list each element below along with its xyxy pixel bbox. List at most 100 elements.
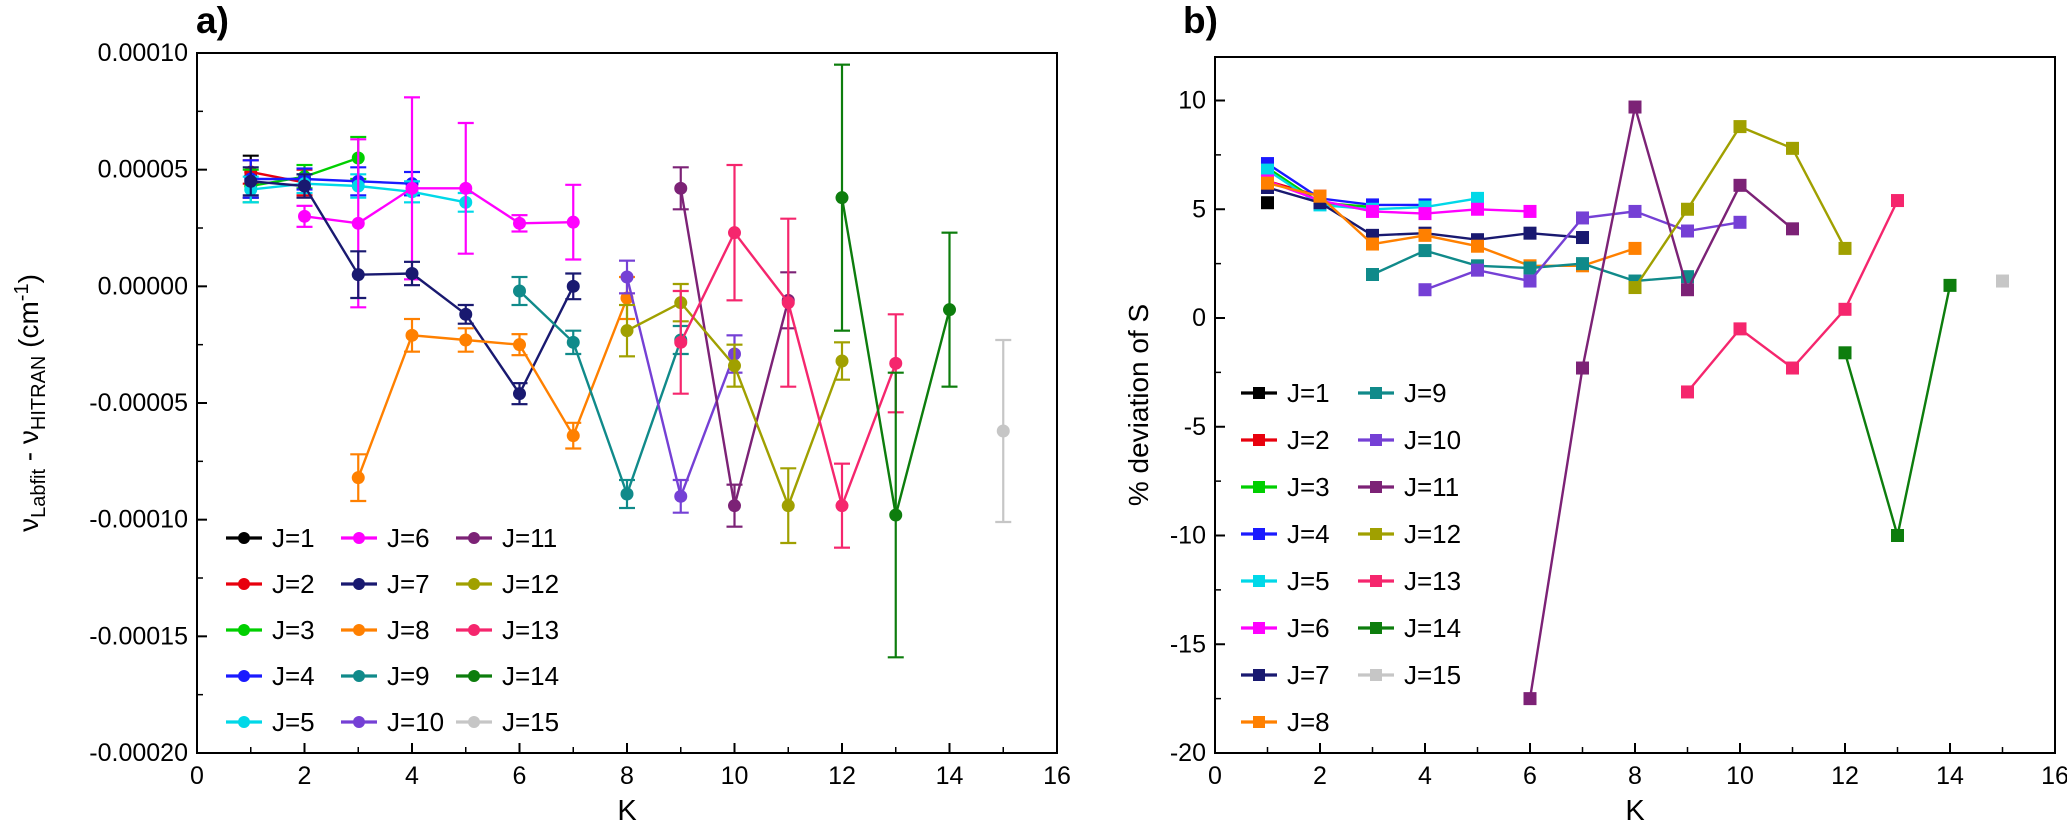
legend-label: J=4: [1287, 519, 1330, 549]
legend-panel-b: J=1 J=2 J=3 J=4 J=5 J=6 J=7 J=8 J=9 J=10 J=11 J=12 J…: [1241, 378, 1461, 737]
legend-swatch-marker: [468, 578, 480, 590]
legend-swatch-marker: [238, 578, 250, 590]
data-point: [674, 335, 688, 349]
data-point: [1838, 346, 1852, 360]
data-point: [1576, 231, 1589, 245]
legend-swatch-marker: [1370, 528, 1382, 540]
data-point: [620, 270, 634, 284]
data-point: [1891, 529, 1904, 542]
y-tick-label: 5: [1192, 195, 1206, 223]
data-point: [1523, 261, 1537, 275]
data-point: [244, 174, 258, 188]
legend-swatch-marker: [1253, 575, 1265, 587]
data-point: [1261, 163, 1274, 177]
y-axis: 10 5 0 -5 -10 -15 -20 % deviation of S: [1123, 87, 1225, 767]
data-point: [835, 499, 849, 513]
legend-label: J=9: [387, 661, 430, 691]
legend-label: J=7: [387, 569, 430, 599]
data-point: [889, 508, 903, 522]
legend-label: J=6: [1287, 613, 1330, 643]
legend-swatch-marker: [1253, 387, 1265, 399]
legend-swatch-marker: [1370, 575, 1382, 587]
legend-swatch-marker: [1253, 528, 1265, 540]
data-point: [1838, 241, 1852, 255]
data-point: [620, 324, 634, 338]
y-tick-label: -0.00005: [89, 389, 188, 417]
y-tick-label: 10: [1178, 87, 1206, 115]
series-J11-panel-b: [1523, 100, 1799, 706]
x-tick-label: 10: [1726, 762, 1754, 790]
data-point: [1366, 204, 1379, 218]
data-point: [1838, 302, 1852, 316]
data-point: [298, 179, 311, 193]
x-tick-label: 12: [828, 762, 856, 790]
legend-swatch-marker: [238, 532, 250, 544]
plot-frame: [196, 52, 1058, 754]
series-line: [1267, 179, 1531, 215]
legend-label: J=11: [502, 523, 557, 553]
data-point: [1681, 224, 1694, 238]
data-point: [513, 338, 526, 352]
series-J13-panel-b: [1681, 194, 1904, 399]
tspan-primitive: HITRAN: [28, 356, 50, 430]
data-point: [781, 296, 795, 310]
x-tick-label: 16: [2041, 762, 2067, 790]
data-point: [835, 354, 849, 368]
tspan-primitive: - ν: [13, 430, 44, 469]
data-point: [1733, 215, 1747, 229]
data-point: [1681, 202, 1694, 216]
data-point: [513, 387, 526, 401]
data-point: [728, 226, 741, 240]
data-point: [1471, 239, 1484, 253]
data-point: [1471, 202, 1484, 216]
legend-label: J=12: [502, 569, 559, 599]
series-J12-panel-b: [1628, 120, 1852, 295]
legend-swatch-marker: [353, 532, 365, 544]
legend-swatch-marker: [468, 670, 480, 682]
legend-label: J=12: [1404, 519, 1461, 549]
tspan-primitive: (cm: [13, 301, 44, 355]
panel-b: 0 2 4 6 8 10 12 14 16 K 10 5 0 -5 -10 -15 -20 % deviation…: [1123, 56, 2067, 827]
data-point: [566, 429, 580, 443]
data-point: [1261, 176, 1274, 190]
data-point: [1576, 257, 1589, 271]
data-point: [674, 489, 688, 503]
data-point: [889, 356, 903, 370]
y-tick-label: 0.00000: [98, 272, 188, 300]
legend-label: J=2: [1287, 425, 1330, 455]
y-tick-label: 0: [1192, 304, 1206, 332]
panel-a-title: a): [196, 0, 229, 41]
legend-label: J=8: [1287, 707, 1330, 737]
legend-swatch-marker: [1253, 622, 1265, 634]
x-tick-label: 2: [298, 762, 312, 790]
data-point: [405, 328, 419, 342]
series-line: [1266, 162, 1425, 207]
x-tick-label: 6: [1523, 762, 1537, 790]
data-point: [566, 279, 580, 293]
legend-swatch-marker: [468, 624, 480, 636]
legend-label: J=1: [272, 523, 315, 553]
data-point: [351, 268, 365, 282]
legend-label: J=14: [1404, 613, 1461, 643]
legend-panel-a: J=1 J=2 J=3 J=4 J=5 J=6 J=7 J=8 J=9 J=10 J=11 J=12 J…: [226, 523, 559, 737]
data-point: [1733, 178, 1747, 192]
legend-swatch-marker: [468, 716, 480, 728]
x-tick-label: 8: [620, 762, 634, 790]
data-point: [1471, 191, 1484, 205]
data-point: [1366, 237, 1379, 251]
data-point: [405, 181, 419, 195]
data-point: [620, 487, 634, 501]
x-tick-label: 12: [1831, 762, 1859, 790]
legend-label: J=14: [502, 661, 559, 691]
data-point: [1786, 361, 1799, 375]
legend-swatch-marker: [468, 532, 480, 544]
legend-label: J=6: [387, 523, 430, 553]
data-point: [1786, 141, 1799, 155]
series-J14-panel-a: [834, 63, 958, 659]
data-point: [1681, 283, 1694, 297]
data-point: [459, 307, 473, 321]
x-axis-title: K: [1625, 795, 1645, 827]
data-point: [459, 333, 473, 347]
tspan-primitive: ν: [13, 518, 44, 532]
